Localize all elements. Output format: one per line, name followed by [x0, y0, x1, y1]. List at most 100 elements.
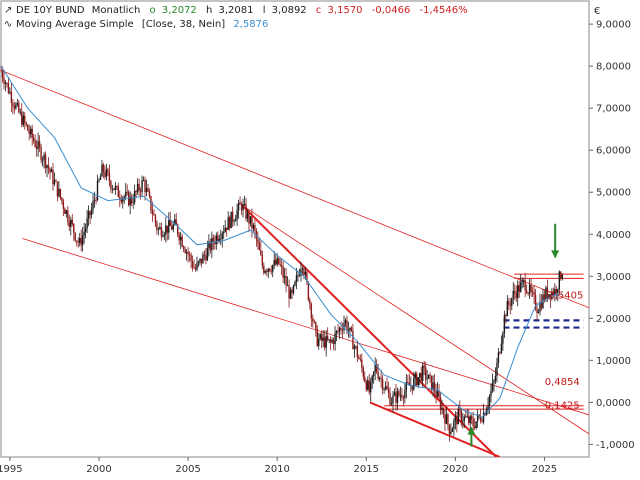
candle-body — [515, 292, 517, 299]
candle-body — [329, 339, 332, 343]
candle-body — [273, 259, 275, 266]
candle-body — [445, 414, 448, 424]
candle-body — [352, 331, 354, 350]
candle-body — [310, 304, 313, 319]
candle-body — [240, 204, 243, 211]
candle-body — [81, 235, 84, 246]
candle-body — [19, 111, 22, 113]
candle-body — [286, 285, 289, 287]
candle-body — [214, 242, 216, 245]
candle-body — [96, 180, 99, 201]
candle-body — [306, 271, 308, 283]
trendline — [22, 238, 589, 416]
candle-body — [102, 164, 105, 173]
candle-body — [381, 378, 384, 390]
candle-body — [224, 227, 226, 232]
candle-body — [448, 424, 451, 434]
candle-body — [123, 196, 125, 199]
candle-body — [38, 141, 41, 147]
candle-body — [493, 380, 495, 383]
candle-body — [99, 176, 102, 180]
candle-body — [243, 203, 246, 205]
candle-body — [539, 301, 541, 312]
y-tick-label: 1,0000 — [596, 356, 631, 367]
candle-body — [289, 289, 292, 299]
candle-body — [433, 382, 436, 392]
candle-body — [58, 188, 60, 197]
candle-body — [328, 339, 330, 341]
candle-body — [208, 241, 210, 248]
candle-body — [294, 281, 296, 286]
y-tick-label: 6,0000 — [596, 146, 631, 157]
candle-body — [153, 214, 155, 216]
candle-body — [10, 91, 13, 104]
candle-body — [405, 382, 408, 391]
candle-body — [359, 358, 362, 360]
candle-body — [178, 234, 180, 241]
candle-body — [558, 271, 561, 290]
candle-body — [172, 224, 174, 230]
candle-body — [325, 335, 327, 348]
candle-body — [225, 227, 228, 230]
candle-body — [74, 232, 76, 241]
candle-body — [358, 357, 360, 359]
candle-body — [105, 169, 108, 177]
candle-body — [557, 289, 559, 294]
chart-legend: ↗ DE 10Y BUND Monatlich o 3,2072 h 3,208… — [4, 5, 468, 30]
candle-body — [239, 202, 241, 205]
candle-body — [117, 186, 120, 198]
candle-body — [83, 231, 85, 236]
candle-body — [546, 287, 549, 298]
candle-body — [421, 365, 424, 381]
candle-body — [203, 254, 206, 256]
candle-body — [321, 334, 323, 341]
candle-body — [56, 181, 59, 197]
candle-body — [266, 271, 268, 272]
candle-body — [399, 394, 402, 396]
candle-body — [488, 396, 491, 406]
candle-body — [364, 376, 366, 382]
candle-body — [157, 228, 160, 230]
candle-body — [13, 105, 16, 109]
candle-body — [280, 265, 283, 268]
x-tick-label: 2015 — [354, 464, 379, 475]
candle-body — [86, 218, 88, 229]
candle-body — [223, 231, 225, 234]
candle-body — [125, 191, 127, 197]
candle-body — [427, 374, 430, 379]
candle-body — [182, 246, 185, 250]
candle-body — [269, 268, 271, 271]
candle-body — [465, 416, 467, 418]
candle-body — [441, 407, 443, 410]
candle-body — [454, 416, 457, 421]
candle-body — [420, 372, 422, 381]
candle-body — [414, 373, 416, 378]
candle-body — [335, 331, 338, 334]
candle-body — [408, 382, 411, 386]
candle-body — [386, 386, 388, 390]
candle-body — [506, 301, 509, 317]
candle-series — [0, 65, 563, 442]
candle-body — [7, 82, 10, 93]
candle-body — [3, 77, 5, 84]
candle-body — [184, 249, 186, 253]
candle-body — [104, 172, 106, 177]
candle-body — [362, 367, 365, 377]
candle-body — [144, 180, 146, 193]
indicator-value: 2,5876 — [233, 19, 268, 30]
candle-body — [234, 219, 237, 222]
candle-body — [175, 219, 177, 225]
candle-body — [136, 183, 139, 192]
candle-body — [307, 282, 310, 300]
candle-body — [165, 225, 167, 235]
candle-body — [233, 221, 235, 223]
candle-body — [276, 258, 278, 265]
candle-body — [416, 373, 418, 386]
candle-body — [371, 375, 373, 383]
candle-body — [451, 428, 454, 432]
candle-body — [113, 188, 115, 190]
candle-body — [49, 168, 51, 173]
candle-body — [476, 414, 479, 422]
candle-body — [552, 291, 555, 296]
candle-body — [396, 391, 399, 403]
